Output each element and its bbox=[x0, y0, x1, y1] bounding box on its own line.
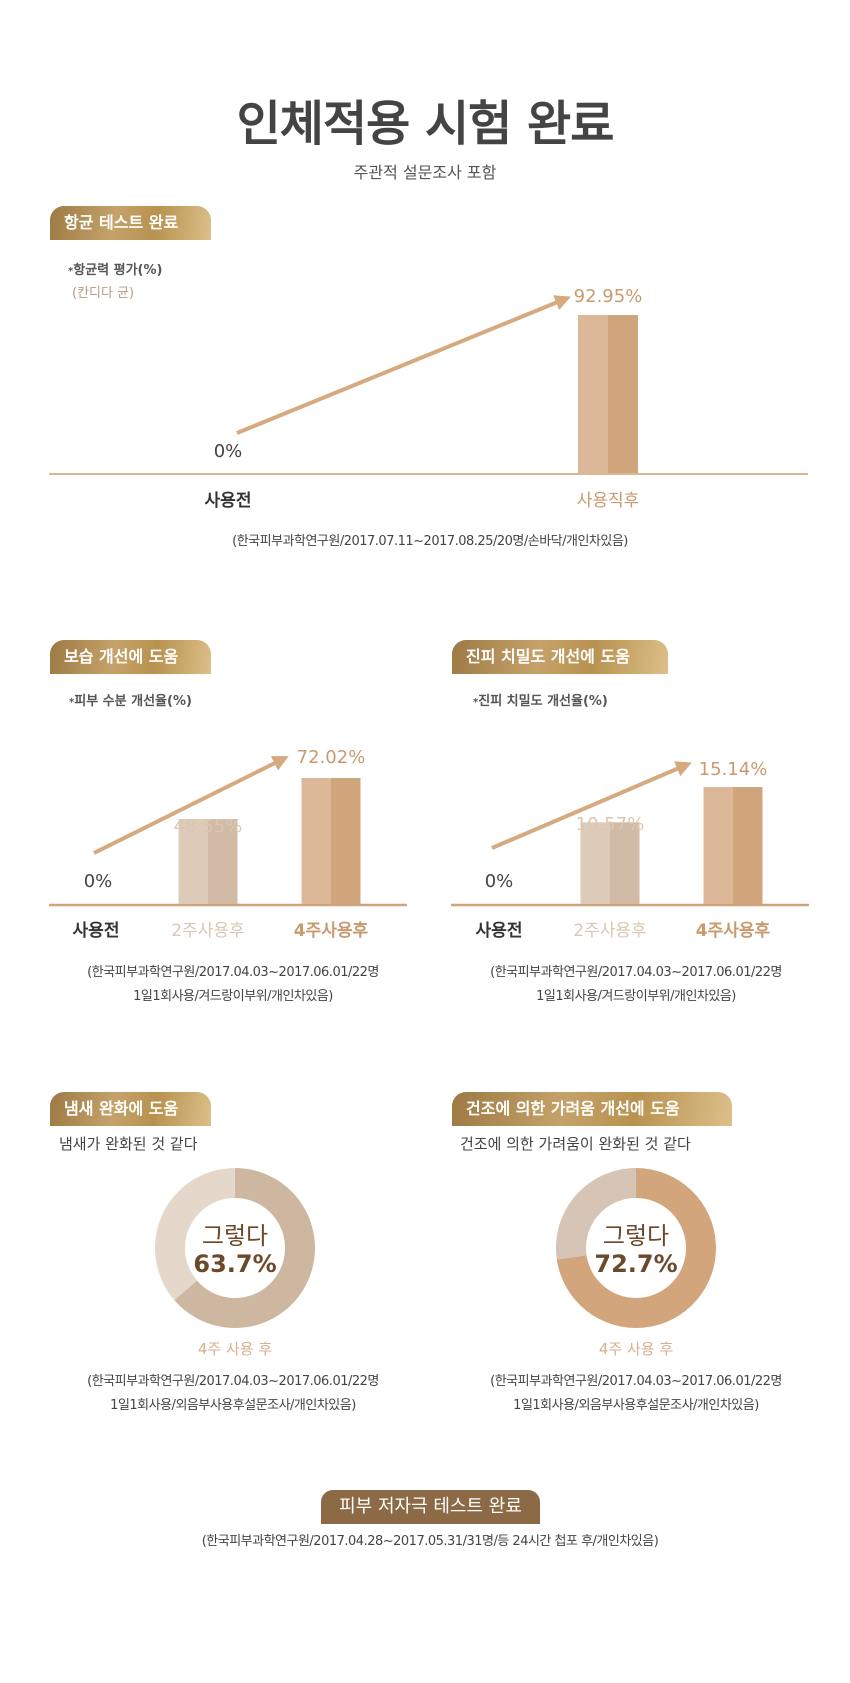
donut-caption: 4주 사용 후 bbox=[197, 1340, 273, 1358]
donut-segment-yes bbox=[556, 1168, 716, 1328]
chart-ylabel: *피부 수분 개선율(%) bbox=[69, 694, 192, 709]
chart-ylabel: *진피 치밀도 개선율(%) bbox=[473, 694, 608, 709]
category-label: 사용전 bbox=[204, 491, 252, 511]
donut-center-text: 그렇다 72.7% bbox=[594, 1222, 678, 1278]
page-subtitle: 주관적 설문조사 포함 bbox=[353, 163, 497, 182]
trend-arrow bbox=[491, 761, 692, 850]
data-label: 48.55% bbox=[173, 816, 243, 837]
data-label: 0% bbox=[213, 441, 243, 462]
donut-segment-rest bbox=[154, 1168, 235, 1301]
section-badge: 건조에 의한 가려움 개선에 도움 bbox=[452, 1092, 732, 1126]
trend-arrow bbox=[93, 756, 289, 855]
footnote: (한국피부과학연구원/2017.07.11~2017.08.25/20명/손바닥… bbox=[232, 534, 628, 549]
data-label: 0% bbox=[484, 871, 514, 892]
bar-left-half bbox=[301, 778, 331, 904]
chart-ylabel: *항균력 평가(%) bbox=[68, 263, 163, 278]
bar-right-half bbox=[733, 787, 763, 904]
data-label: 92.95% bbox=[573, 286, 643, 307]
bar-right-half bbox=[208, 819, 238, 904]
data-label: 10.57% bbox=[575, 814, 645, 835]
data-label: 0% bbox=[83, 871, 113, 892]
category-label: 2주사용후 bbox=[171, 921, 245, 941]
bar-left-half bbox=[578, 315, 608, 473]
section-badge: 항균 테스트 완료 bbox=[50, 206, 211, 240]
footnote: (한국피부과학연구원/2017.04.03~2017.06.01/22명 1일1회… bbox=[87, 1374, 379, 1413]
footnote: (한국피부과학연구원/2017.04.03~2017.06.01/22명 1일1회… bbox=[87, 965, 379, 1004]
footnote: (한국피부과학연구원/2017.04.03~2017.06.01/22명 1일1회… bbox=[490, 1374, 782, 1413]
section-badge: 진피 치밀도 개선에 도움 bbox=[452, 640, 668, 674]
bar-left-half bbox=[580, 822, 610, 904]
section-badge: 보습 개선에 도움 bbox=[50, 640, 211, 674]
footnote: (한국피부과학연구원/2017.04.03~2017.06.01/22명 1일1회… bbox=[490, 965, 782, 1004]
survey-question: 냄새가 완화된 것 같다 bbox=[59, 1135, 198, 1153]
donut-center-text: 그렇다 63.7% bbox=[193, 1222, 277, 1278]
bar-right-half bbox=[608, 315, 638, 473]
footnote: (한국피부과학연구원/2017.04.28~2017.05.31/31명/등 2… bbox=[201, 1534, 659, 1549]
bar-left-half bbox=[703, 787, 733, 904]
bar-right-half bbox=[331, 778, 361, 904]
donut-segment-rest bbox=[556, 1168, 636, 1260]
category-label: 4주사용후 bbox=[293, 921, 369, 941]
data-label: 15.14% bbox=[698, 759, 768, 780]
category-label: 사용전 bbox=[475, 921, 523, 941]
category-label: 사용직후 bbox=[576, 491, 640, 511]
category-label: 2주사용후 bbox=[573, 921, 647, 941]
bar-right-half bbox=[610, 822, 640, 904]
category-label: 사용전 bbox=[72, 921, 120, 941]
page-title: 인체적용 시험 완료 bbox=[236, 96, 615, 152]
section-badge: 냄새 완화에 도움 bbox=[50, 1092, 211, 1126]
bar-left-half bbox=[178, 819, 208, 904]
donut-caption: 4주 사용 후 bbox=[598, 1340, 674, 1358]
trend-arrow bbox=[236, 295, 571, 435]
data-label: 72.02% bbox=[296, 747, 366, 768]
survey-question: 건조에 의한 가려움이 완화된 것 같다 bbox=[460, 1135, 691, 1153]
chart-note: (칸디다 균) bbox=[72, 286, 135, 301]
donut-segment-yes bbox=[174, 1168, 315, 1328]
category-label: 4주사용후 bbox=[695, 921, 771, 941]
section-badge: 피부 저자극 테스트 완료 bbox=[321, 1490, 540, 1524]
